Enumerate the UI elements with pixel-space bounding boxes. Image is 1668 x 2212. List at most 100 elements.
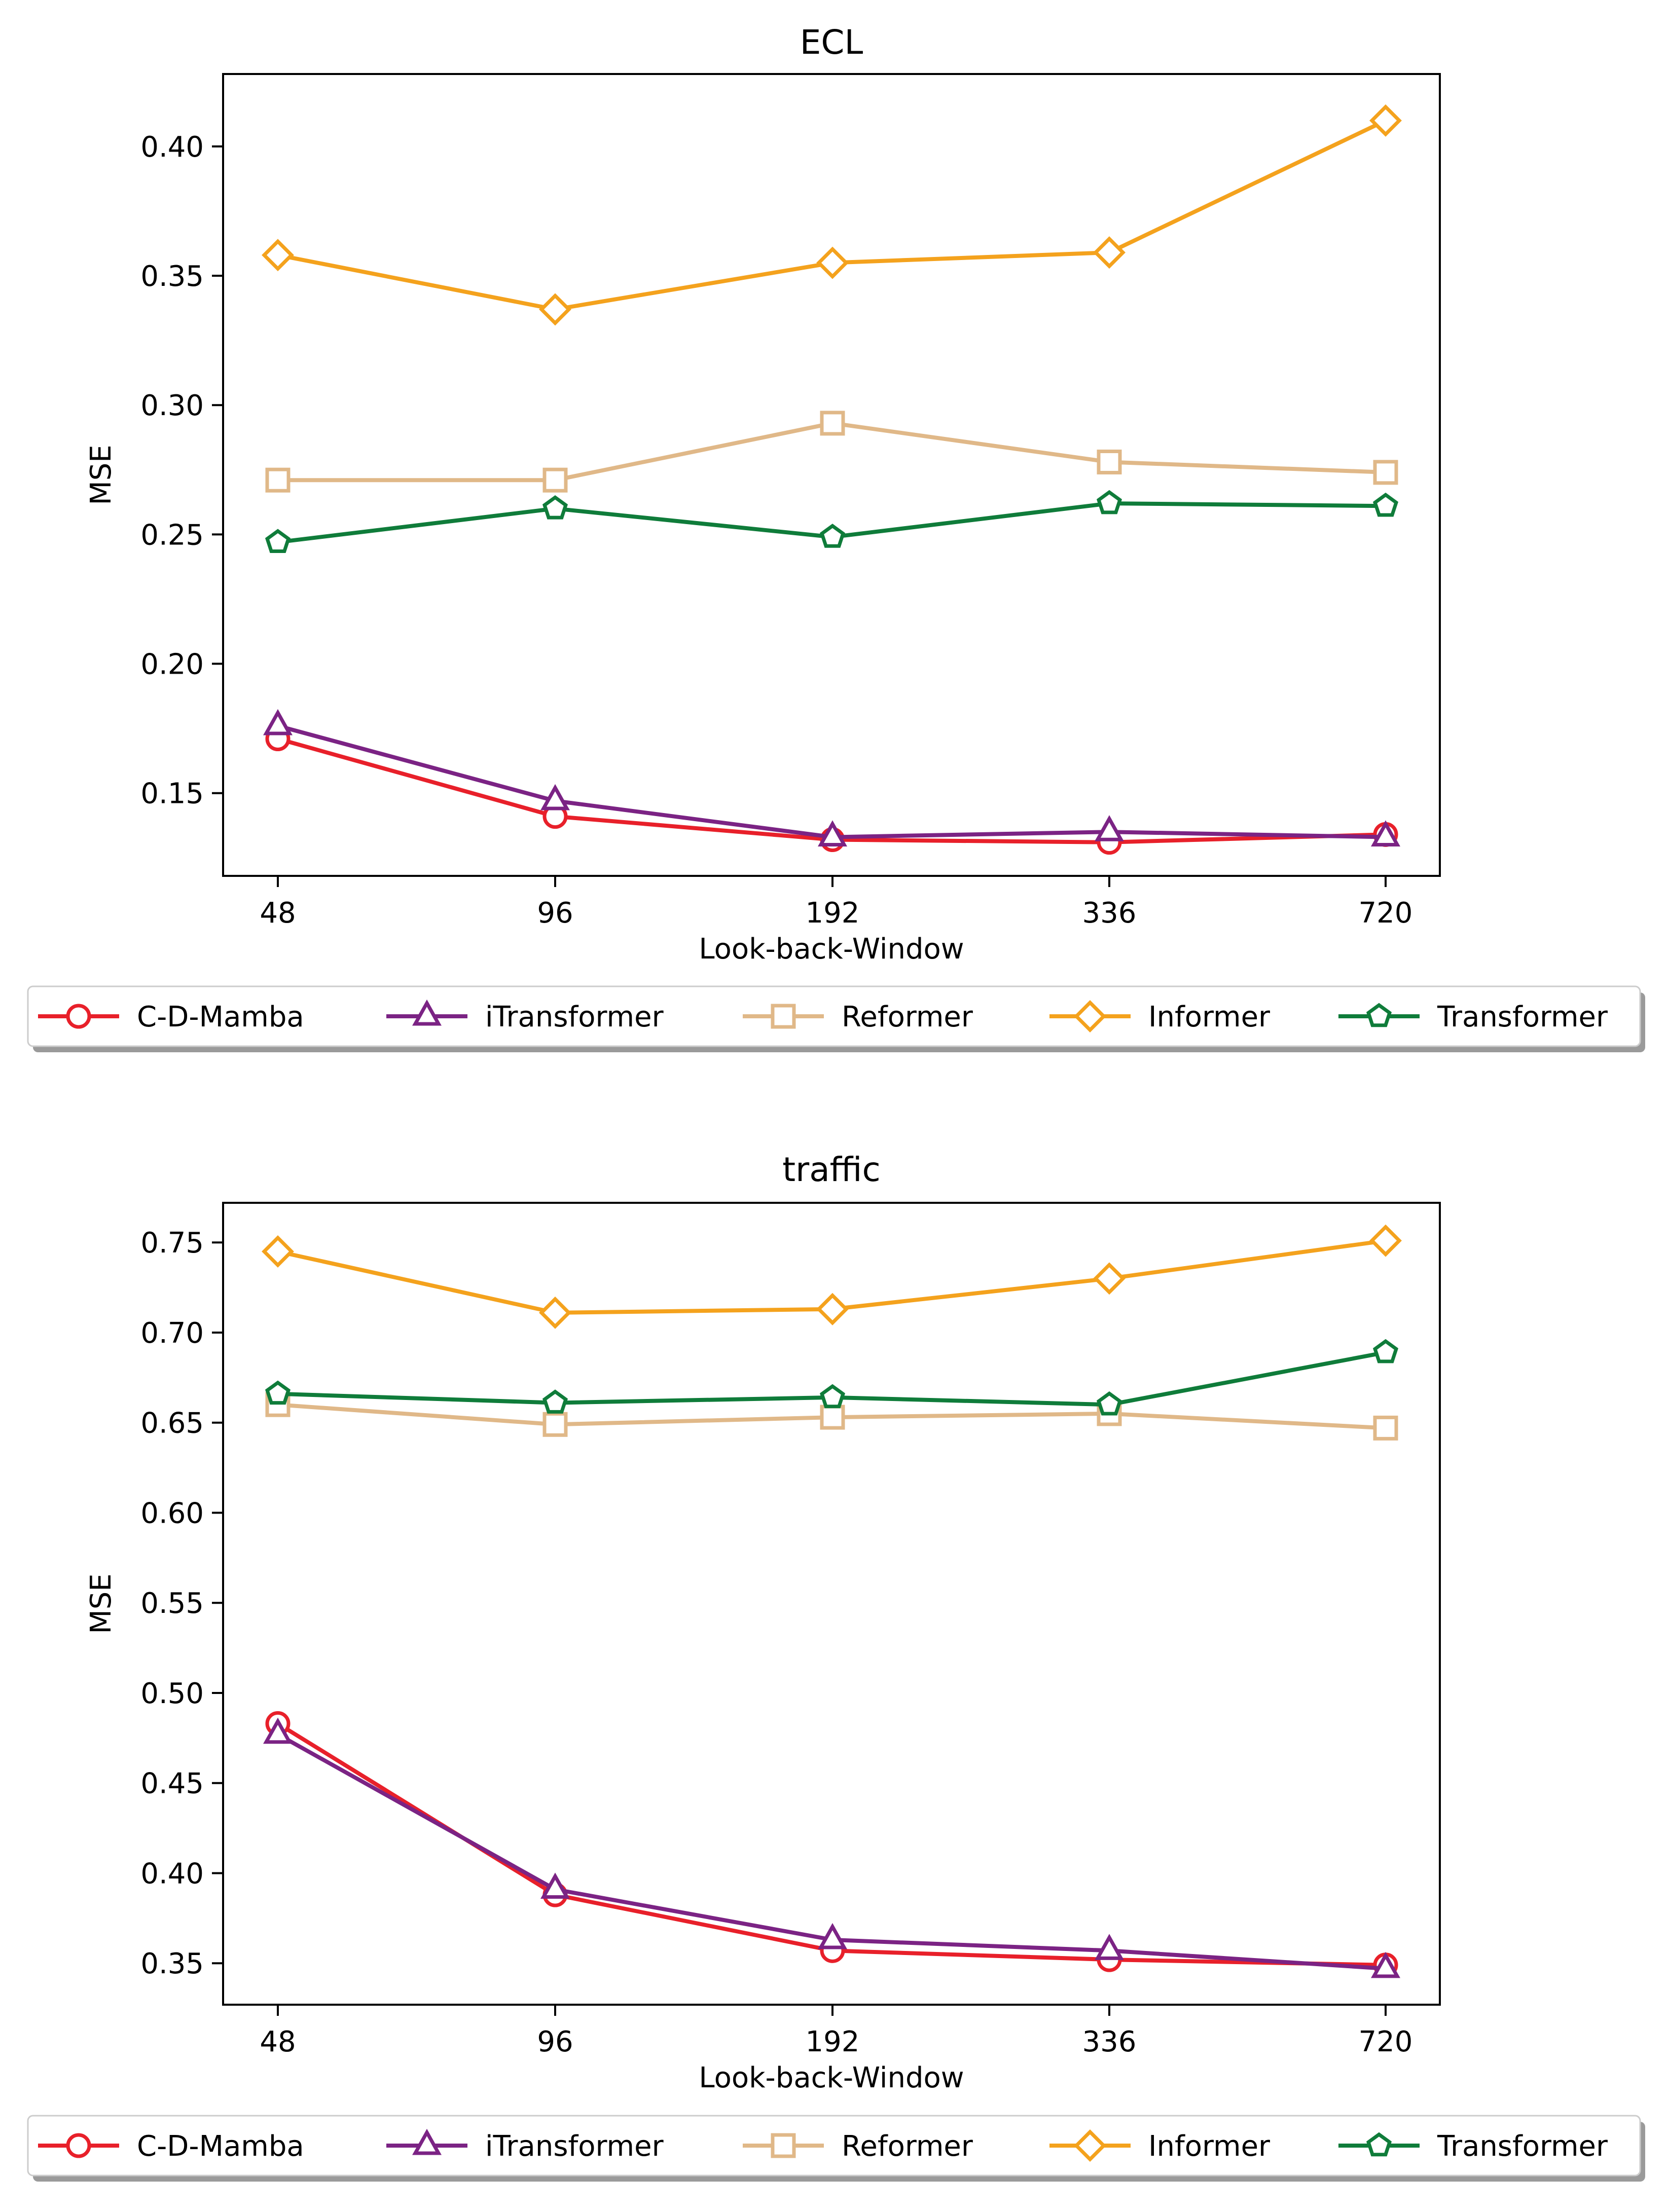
data-point-transformer bbox=[265, 529, 291, 553]
legend-entry-transformer: Transformer bbox=[1338, 1001, 1608, 1034]
chart-title: traffic bbox=[782, 1150, 881, 1189]
data-point-itransformer bbox=[263, 1717, 293, 1744]
data-point-reformer bbox=[542, 1412, 568, 1437]
data-point-reformer bbox=[1097, 449, 1122, 474]
y-axis-label: MSE bbox=[85, 445, 118, 505]
x-tick-label: 48 bbox=[260, 2025, 296, 2058]
y-tick-label: 0.65 bbox=[140, 1407, 204, 1440]
legend-label: Informer bbox=[1148, 1001, 1271, 1034]
legend: C-D-Mamba iTransformer Reformer Informer Tra… bbox=[27, 2115, 1645, 2182]
chart-panel-ecl: ECL 0.15 0.20 0.25 0.30 0.35 0.40 48 96 192 336 720… bbox=[27, 23, 1645, 1052]
data-point-transformer bbox=[1372, 492, 1399, 517]
data-point-itransformer bbox=[1371, 1951, 1400, 1978]
legend-marker bbox=[1074, 1000, 1106, 1033]
series-informer bbox=[262, 1224, 1402, 1329]
data-point-reformer bbox=[1373, 1415, 1398, 1441]
data-point-reformer bbox=[820, 1405, 845, 1430]
data-point-transformer bbox=[819, 524, 846, 548]
y-tick-label: 0.60 bbox=[140, 1497, 204, 1530]
series-transformer bbox=[265, 490, 1399, 553]
legend-entry-itransformer: iTransformer bbox=[386, 999, 664, 1034]
legend-marker bbox=[771, 1004, 796, 1029]
data-point-transformer bbox=[1372, 1339, 1399, 1363]
legend-entry-informer: Informer bbox=[1049, 1000, 1271, 1034]
legend-label: Transformer bbox=[1437, 1001, 1608, 1034]
y-tick-label: 0.40 bbox=[140, 131, 204, 164]
legend-marker bbox=[66, 1004, 91, 1029]
y-tick-label: 0.40 bbox=[140, 1857, 204, 1890]
x-tick-label: 720 bbox=[1359, 2025, 1413, 2058]
data-point-informer bbox=[262, 1235, 294, 1268]
x-tick-label: 192 bbox=[806, 897, 860, 930]
x-tick-label: 336 bbox=[1082, 897, 1137, 930]
legend-box bbox=[27, 985, 1641, 1047]
legend-marker bbox=[1366, 2132, 1392, 2157]
legend-label: Transformer bbox=[1437, 2130, 1608, 2163]
x-tick-label: 192 bbox=[806, 2025, 860, 2058]
data-point-itransformer bbox=[540, 1872, 570, 1899]
data-point-itransformer bbox=[540, 784, 570, 810]
series-itransformer bbox=[263, 1717, 1400, 1978]
y-tick-label: 0.55 bbox=[140, 1587, 204, 1620]
legend-marker bbox=[412, 2128, 442, 2155]
x-axis-label: Look-back-Window bbox=[699, 933, 964, 966]
x-tick-label: 96 bbox=[537, 897, 573, 930]
legend-label: C-D-Mamba bbox=[137, 2130, 304, 2163]
data-point-transformer bbox=[542, 495, 568, 520]
legend-entry-informer: Informer bbox=[1049, 2129, 1271, 2163]
data-point-itransformer bbox=[1095, 1934, 1124, 1960]
legend-entry-itransformer: iTransformer bbox=[386, 2128, 664, 2163]
legend: C-D-Mamba iTransformer Reformer Informer Tra… bbox=[27, 985, 1645, 1052]
chart-title: ECL bbox=[800, 23, 863, 62]
data-point-informer bbox=[262, 239, 294, 272]
y-tick-label: 0.20 bbox=[140, 648, 204, 681]
data-point-reformer bbox=[542, 467, 568, 493]
data-point-informer bbox=[539, 1296, 571, 1329]
data-point-itransformer bbox=[818, 820, 847, 846]
y-tick-label: 0.15 bbox=[140, 778, 204, 810]
data-point-informer bbox=[1369, 104, 1402, 137]
data-point-itransformer bbox=[1095, 815, 1124, 841]
legend-marker bbox=[66, 2133, 91, 2158]
data-point-transformer bbox=[265, 1380, 291, 1405]
data-point-transformer bbox=[1096, 1391, 1122, 1416]
y-tick-label: 0.35 bbox=[140, 260, 204, 293]
data-point-itransformer bbox=[818, 1923, 847, 1949]
data-point-transformer bbox=[819, 1384, 846, 1409]
data-point-informer bbox=[539, 293, 571, 326]
legend-marker bbox=[1366, 1003, 1392, 1027]
series-informer bbox=[262, 104, 1402, 326]
y-tick-label: 0.50 bbox=[140, 1677, 204, 1710]
y-axis-label: MSE bbox=[85, 1573, 118, 1634]
legend-entry-reformer: Reformer bbox=[743, 2130, 973, 2163]
legend-label: Reformer bbox=[842, 2130, 973, 2163]
data-point-reformer bbox=[1373, 460, 1398, 485]
y-tick-label: 0.30 bbox=[140, 389, 204, 422]
y-tick-label: 0.70 bbox=[140, 1317, 204, 1350]
x-tick-label: 48 bbox=[260, 897, 296, 930]
legend-label: Informer bbox=[1148, 2130, 1271, 2163]
data-point-reformer bbox=[820, 411, 845, 436]
legend-label: iTransformer bbox=[485, 1001, 664, 1034]
legend-label: C-D-Mamba bbox=[137, 1001, 304, 1034]
data-point-informer bbox=[1369, 1224, 1402, 1257]
legend-entry-transformer: Transformer bbox=[1338, 2130, 1608, 2163]
data-point-transformer bbox=[542, 1389, 568, 1414]
y-tick-label: 0.25 bbox=[140, 519, 204, 551]
data-point-transformer bbox=[1096, 490, 1122, 514]
x-tick-label: 336 bbox=[1082, 2025, 1137, 2058]
legend-marker bbox=[771, 2133, 796, 2158]
legend-label: Reformer bbox=[842, 1001, 973, 1034]
chart-panel-traffic: traffic 0.35 0.40 0.45 0.50 0.55 0.60 0.65 0.70 0… bbox=[27, 1150, 1645, 2182]
y-tick-label: 0.35 bbox=[140, 1947, 204, 1980]
legend-marker bbox=[1074, 2129, 1106, 2162]
x-axis-label: Look-back-Window bbox=[699, 2061, 964, 2094]
data-point-informer bbox=[1093, 236, 1126, 269]
legend-entry-c-d-mamba: C-D-Mamba bbox=[38, 1001, 304, 1034]
legend-label: iTransformer bbox=[485, 2130, 664, 2163]
data-point-informer bbox=[816, 1293, 849, 1325]
data-point-itransformer bbox=[263, 709, 293, 735]
legend-entry-reformer: Reformer bbox=[743, 1001, 973, 1034]
data-point-informer bbox=[1093, 1262, 1126, 1295]
x-tick-label: 720 bbox=[1359, 897, 1413, 930]
